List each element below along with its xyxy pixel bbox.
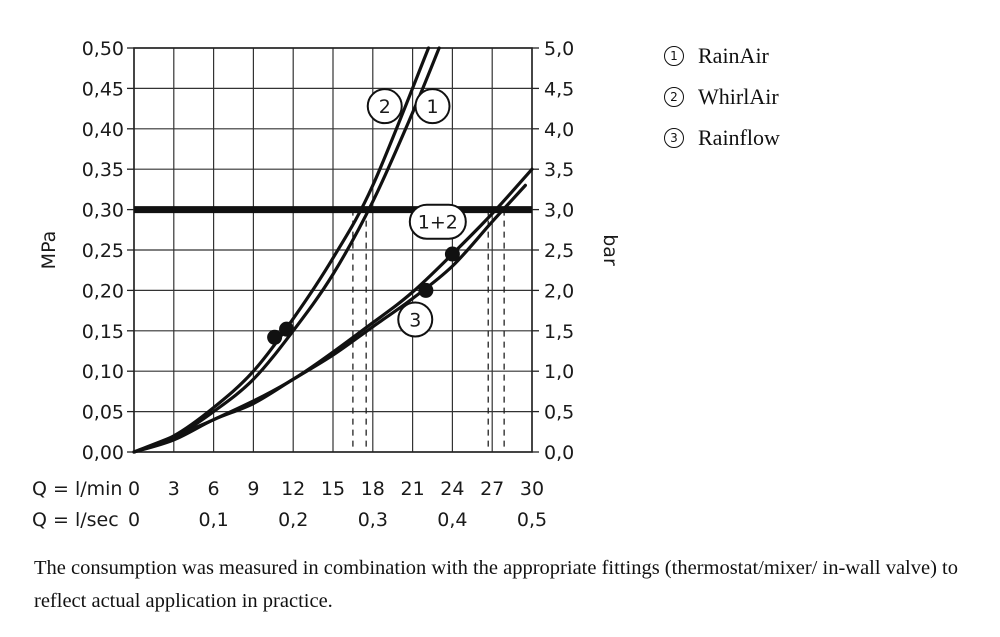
x-tick-label: 0 (128, 478, 140, 500)
legend-number-3: 3 (664, 128, 684, 148)
curve-label-bubble (408, 203, 467, 240)
x2-tick-label: 0 (128, 509, 140, 531)
x2-tick-label: 0,4 (437, 509, 467, 531)
curve-label-bubble (414, 88, 451, 125)
plot-frame (133, 47, 533, 453)
series-curve-1+2 (132, 167, 534, 454)
x-tick-label: 21 (401, 478, 425, 500)
y-tick-label: 0,00 (82, 442, 124, 464)
x-axis-label: Q = l/min (32, 478, 122, 500)
curve-label-1+2: 1+2 (418, 212, 458, 234)
y-axis-title: MPa (38, 231, 60, 270)
x-tick-label: 30 (520, 478, 544, 500)
y-tick-label: 0,50 (82, 38, 124, 60)
y-tick-label: 0,10 (82, 361, 124, 383)
chart-labels: 121+230,000,050,100,150,200,250,300,350,… (32, 38, 621, 531)
x-tick-label: 18 (361, 478, 385, 500)
x2-axis-label: Q = l/sec (32, 509, 119, 531)
y2-tick-label: 2,5 (544, 240, 574, 262)
y-tick-label: 0,45 (82, 78, 124, 100)
x-tick-label: 12 (281, 478, 305, 500)
curve-label-bubble (397, 301, 434, 338)
x-tick-label: 27 (480, 478, 504, 500)
y2-tick-label: 3,0 (544, 200, 574, 222)
legend-item-rainflow: 3 Rainflow (664, 122, 780, 163)
y2-tick-label: 0,0 (544, 442, 574, 464)
y2-axis-title: bar (599, 234, 621, 266)
legend-number-2: 2 (664, 87, 684, 107)
y-tick-label: 0,15 (82, 321, 124, 343)
chart-marks (132, 46, 534, 454)
curve-label-1: 1 (426, 96, 438, 118)
y-tick-label: 0,35 (82, 159, 124, 181)
x-tick-label: 24 (440, 478, 464, 500)
y-tick-label: 0,25 (82, 240, 124, 262)
legend-number-1: 1 (664, 46, 684, 66)
x2-tick-label: 0,3 (358, 509, 388, 531)
series-curve-2 (132, 46, 431, 454)
legend-item-rainair: 1 RainAir (664, 40, 780, 81)
chart-grid (127, 47, 539, 453)
x2-tick-label: 0,1 (198, 509, 228, 531)
x2-tick-label: 0,2 (278, 509, 308, 531)
y2-tick-label: 4,5 (544, 78, 574, 100)
legend-label-1: RainAir (698, 43, 769, 68)
data-point-marker (279, 321, 295, 337)
x-tick-label: 9 (247, 478, 259, 500)
y-tick-label: 0,20 (82, 280, 124, 302)
x2-tick-label: 0,5 (517, 509, 547, 531)
y-tick-label: 0,30 (82, 200, 124, 222)
flow-pressure-chart: 121+230,000,050,100,150,200,250,300,350,… (32, 38, 621, 531)
y-tick-label: 0,05 (82, 402, 124, 424)
legend-label-2: WhirlAir (698, 84, 779, 109)
y-tick-label: 0,40 (82, 119, 124, 141)
data-point-marker (267, 329, 283, 345)
x-tick-label: 15 (321, 478, 345, 500)
legend-item-whirlair: 2 WhirlAir (664, 81, 780, 122)
data-point-marker (444, 246, 460, 262)
series-curve-1 (132, 46, 441, 454)
y2-tick-label: 1,0 (544, 361, 574, 383)
legend-label-3: Rainflow (698, 125, 780, 150)
y2-tick-label: 1,5 (544, 321, 574, 343)
x-tick-label: 6 (208, 478, 220, 500)
y2-tick-label: 0,5 (544, 402, 574, 424)
y2-tick-label: 2,0 (544, 280, 574, 302)
y2-tick-label: 3,5 (544, 159, 574, 181)
y2-tick-label: 4,0 (544, 119, 574, 141)
x-tick-label: 3 (168, 478, 180, 500)
y2-tick-label: 5,0 (544, 38, 574, 60)
curve-label-3: 3 (409, 309, 421, 331)
curve-label-2: 2 (379, 96, 391, 118)
footnote: The consumption was measured in combinat… (34, 557, 958, 612)
data-point-marker (418, 282, 434, 298)
legend: 1 RainAir 2 WhirlAir 3 Rainflow (664, 40, 780, 163)
curve-label-bubble (366, 88, 403, 125)
